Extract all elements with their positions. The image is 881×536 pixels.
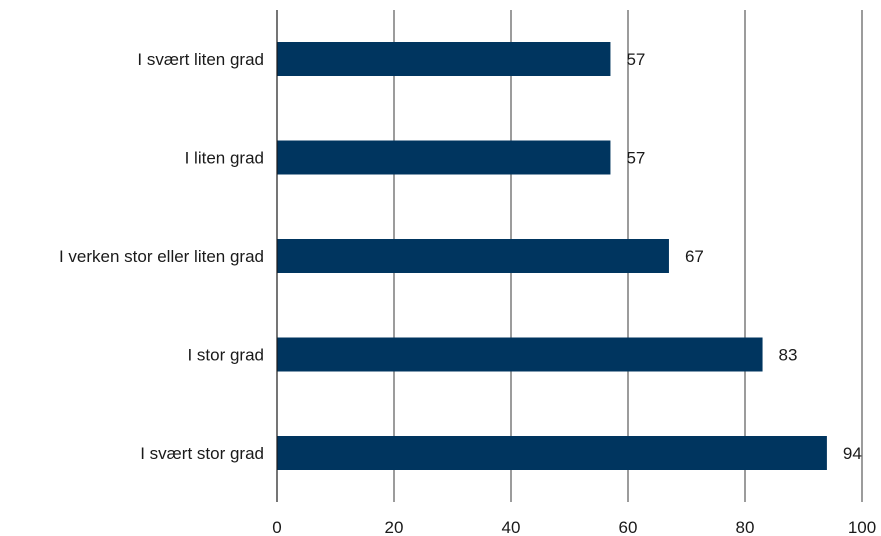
bar xyxy=(277,436,827,470)
value-label: 83 xyxy=(779,346,798,365)
x-tick-label: 60 xyxy=(619,518,638,536)
x-tick-label: 40 xyxy=(502,518,521,536)
value-label: 67 xyxy=(685,247,704,266)
bar xyxy=(277,337,763,372)
bar xyxy=(277,140,611,175)
category-label: I svært liten grad xyxy=(137,50,264,69)
category-label: I verken stor eller liten grad xyxy=(59,247,264,266)
bar xyxy=(277,239,669,273)
x-tick-label: 100 xyxy=(848,518,876,536)
category-label: I svært stor grad xyxy=(140,444,264,463)
x-tick-label: 80 xyxy=(736,518,755,536)
category-label: I liten grad xyxy=(185,149,264,168)
bars xyxy=(277,42,827,470)
value-labels: 57 57 67 83 94 xyxy=(626,50,861,463)
value-label: 57 xyxy=(626,149,645,168)
x-tick-labels: 0 20 40 60 80 100 xyxy=(272,518,876,536)
bar xyxy=(277,42,611,76)
value-label: 94 xyxy=(843,444,862,463)
x-tick-label: 0 xyxy=(272,518,281,536)
category-label: I stor grad xyxy=(187,346,264,365)
category-labels: I svært liten grad I liten grad I verken s… xyxy=(59,50,264,463)
value-label: 57 xyxy=(626,50,645,69)
x-tick-label: 20 xyxy=(385,518,404,536)
